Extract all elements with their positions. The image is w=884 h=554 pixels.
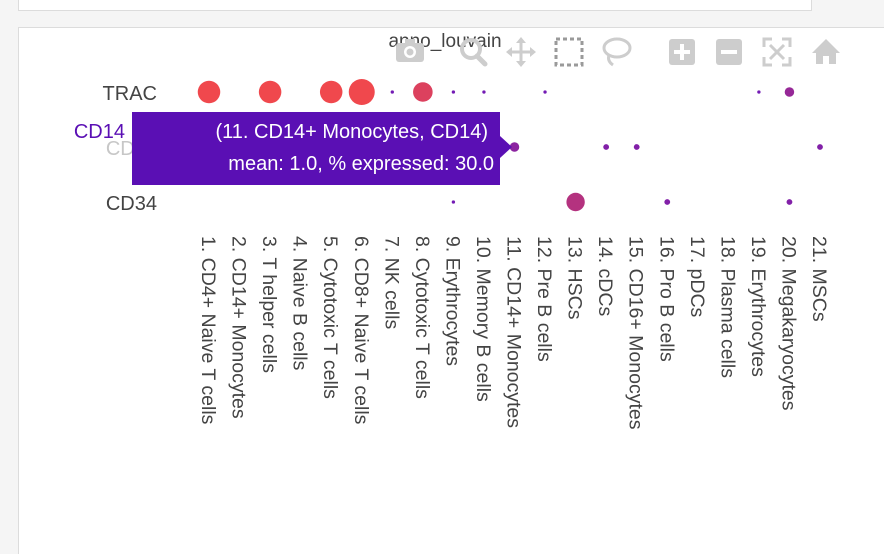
dot-trac-1[interactable] <box>197 80 221 104</box>
category-label-19: 19. Erythrocytes <box>747 236 769 377</box>
dot-cd34-20[interactable] <box>786 199 793 205</box>
category-label-5: 5. Cytotoxic T cells <box>319 236 341 399</box>
category-label-18: 18. Plasma cells <box>716 236 738 378</box>
tooltip-box <box>132 112 500 185</box>
reset-axes-icon[interactable]: Reset axes <box>812 39 840 64</box>
category-label-14: 14. cDCs <box>594 236 616 316</box>
dot-cd14-21[interactable] <box>817 144 823 150</box>
box-select-icon[interactable]: Box Select <box>554 37 584 67</box>
category-label-7: 7. NK cells <box>380 236 402 329</box>
dot-trac-12[interactable] <box>543 90 547 94</box>
upper-panel <box>18 0 812 11</box>
dot-cd14-11[interactable] <box>509 142 520 152</box>
dot-layer <box>197 79 823 212</box>
category-label-20: 20. Megakaryocytes <box>777 236 799 411</box>
category-label-17: 17. pDCs <box>686 236 708 318</box>
dot-trac-19[interactable] <box>757 90 761 94</box>
dot-trac-9[interactable] <box>451 90 456 94</box>
modebar: Download plot as a png Zoom Pan Box Select L… <box>396 37 840 67</box>
dot-cd34-9[interactable] <box>451 200 456 204</box>
category-label-16: 16. Pro B cells <box>655 236 677 362</box>
category-label-15: 15. CD16+ Monocytes <box>625 236 647 430</box>
tooltip-line-1: (11. CD14+ Monocytes, CD14) <box>215 121 488 143</box>
category-label-3: 3. T helper cells <box>258 236 280 373</box>
gene-label-cd34: CD34 <box>106 193 157 215</box>
dot-trac-5[interactable] <box>319 80 343 104</box>
dot-trac-10[interactable] <box>482 90 486 94</box>
category-label-12: 12. Pre B cells <box>533 236 555 362</box>
hover-tooltip: (11. CD14+ Monocytes, CD14) mean: 1.0, %… <box>74 112 512 185</box>
dot-cd14-14[interactable] <box>603 144 610 150</box>
category-label-11: 11. CD14+ Monocytes <box>503 236 525 428</box>
dot-trac-6[interactable] <box>348 79 375 105</box>
zoom-in-icon[interactable]: Zoom in <box>669 39 695 65</box>
camera-icon[interactable]: Download plot as a png <box>396 39 424 62</box>
category-label-10: 10. Memory B cells <box>472 236 494 402</box>
tooltip-pointer <box>500 136 512 158</box>
category-label-1: 1. CD4+ Naive T cells <box>197 236 219 425</box>
category-label-8: 8. Cytotoxic T cells <box>411 236 433 399</box>
zoom-out-icon[interactable]: Zoom out <box>716 39 742 65</box>
tooltip-gene-label: CD14 <box>74 121 125 143</box>
category-label-6: 6. CD8+ Naive T cells <box>350 236 372 425</box>
pan-icon[interactable]: Pan <box>506 37 536 67</box>
dot-cd34-16[interactable] <box>664 199 671 205</box>
autoscale-icon[interactable]: Autoscale <box>762 37 792 67</box>
category-axis: 1. CD4+ Naive T cells 2. CD14+ Monocytes 3… <box>197 236 830 430</box>
tooltip-line-2: mean: 1.0, % expressed: 30.0 <box>228 153 494 175</box>
dot-trac-3[interactable] <box>258 80 282 104</box>
category-label-2: 2. CD14+ Monocytes <box>228 236 250 419</box>
dot-trac-20[interactable] <box>784 87 795 97</box>
dot-cd34-13[interactable] <box>566 192 585 212</box>
lasso-select-icon[interactable]: Lasso Select <box>602 37 632 67</box>
category-label-21: 21. MSCs <box>808 236 830 322</box>
category-label-9: 9. Erythrocytes <box>441 236 463 366</box>
gene-label-trac: TRAC <box>103 83 157 105</box>
dot-cd14-15[interactable] <box>633 144 640 150</box>
zoom-icon[interactable]: Zoom <box>460 38 488 67</box>
category-label-13: 13. HSCs <box>564 236 586 320</box>
dot-trac-8[interactable] <box>413 82 433 102</box>
dot-trac-7[interactable] <box>390 90 394 94</box>
category-label-4: 4. Naive B cells <box>289 236 311 371</box>
